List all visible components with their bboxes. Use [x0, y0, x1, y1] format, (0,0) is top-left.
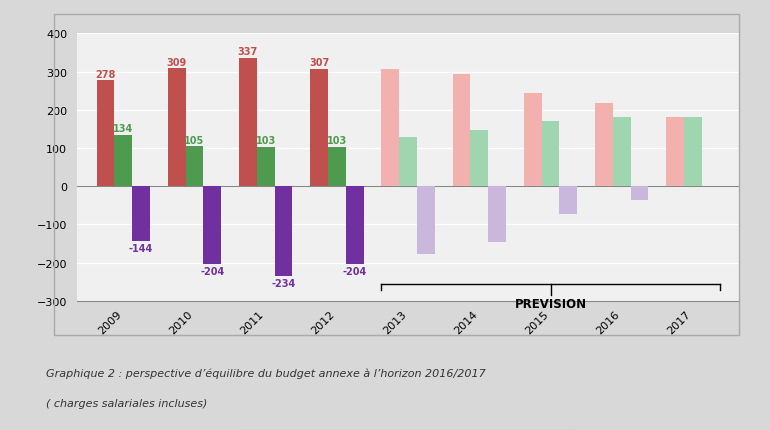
Bar — [470, 130, 488, 187]
Bar — [595, 104, 613, 187]
Bar — [256, 147, 275, 187]
Text: -234: -234 — [271, 278, 296, 288]
Bar — [168, 69, 186, 187]
Bar — [453, 74, 470, 187]
Bar — [560, 187, 578, 215]
Bar — [488, 187, 506, 243]
Bar — [96, 81, 115, 187]
Bar — [541, 121, 560, 187]
Text: 103: 103 — [256, 136, 276, 146]
Text: 309: 309 — [166, 58, 187, 68]
Bar — [631, 187, 648, 200]
Bar — [381, 70, 399, 187]
Bar — [684, 117, 701, 187]
Bar — [666, 117, 684, 187]
Bar — [310, 70, 328, 187]
Text: ( charges salariales incluses): ( charges salariales incluses) — [46, 398, 208, 408]
Text: 278: 278 — [95, 69, 116, 80]
Text: -144: -144 — [129, 244, 153, 254]
Text: 134: 134 — [113, 124, 133, 134]
Bar — [186, 147, 203, 187]
Text: 307: 307 — [309, 58, 330, 68]
Bar — [239, 58, 256, 187]
Bar — [524, 93, 541, 187]
Bar — [613, 117, 631, 187]
Text: 105: 105 — [184, 135, 205, 145]
Bar — [346, 187, 363, 264]
Text: 103: 103 — [326, 136, 347, 146]
Bar — [275, 187, 293, 276]
Bar — [203, 187, 221, 264]
Bar — [328, 147, 346, 187]
Text: Graphique 2 : perspective d’équilibre du budget annexe à l’horizon 2016/2017: Graphique 2 : perspective d’équilibre du… — [46, 368, 486, 378]
Text: PREVISION: PREVISION — [514, 297, 587, 310]
Text: 337: 337 — [238, 47, 258, 57]
Bar — [132, 187, 150, 242]
Bar — [399, 137, 417, 187]
Text: -204: -204 — [343, 267, 367, 276]
Bar — [115, 136, 132, 187]
Text: -204: -204 — [200, 267, 224, 276]
Bar — [417, 187, 435, 254]
